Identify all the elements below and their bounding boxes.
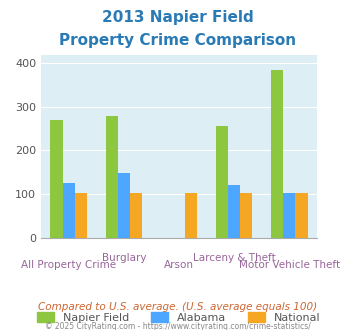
Text: Larceny & Theft: Larceny & Theft [193,253,275,263]
Bar [216,126,228,238]
Bar [240,193,252,238]
Legend: Napier Field, Alabama, National: Napier Field, Alabama, National [33,308,325,327]
Text: 2013 Napier Field: 2013 Napier Field [102,10,253,25]
Bar [271,70,283,238]
Bar [105,115,118,238]
Bar [283,193,295,238]
Text: All Property Crime: All Property Crime [21,260,116,270]
Text: Burglary: Burglary [102,253,146,263]
Bar [75,193,87,238]
Text: Compared to U.S. average. (U.S. average equals 100): Compared to U.S. average. (U.S. average … [38,302,317,312]
Bar [185,193,197,238]
Bar [295,193,307,238]
Bar [118,173,130,238]
Bar [50,120,62,238]
Text: Property Crime Comparison: Property Crime Comparison [59,33,296,48]
Text: © 2025 CityRating.com - https://www.cityrating.com/crime-statistics/: © 2025 CityRating.com - https://www.city… [45,322,310,330]
Bar [62,183,75,238]
Bar [228,185,240,238]
Text: Arson: Arson [164,260,194,270]
Text: Motor Vehicle Theft: Motor Vehicle Theft [239,260,340,270]
Bar [130,193,142,238]
